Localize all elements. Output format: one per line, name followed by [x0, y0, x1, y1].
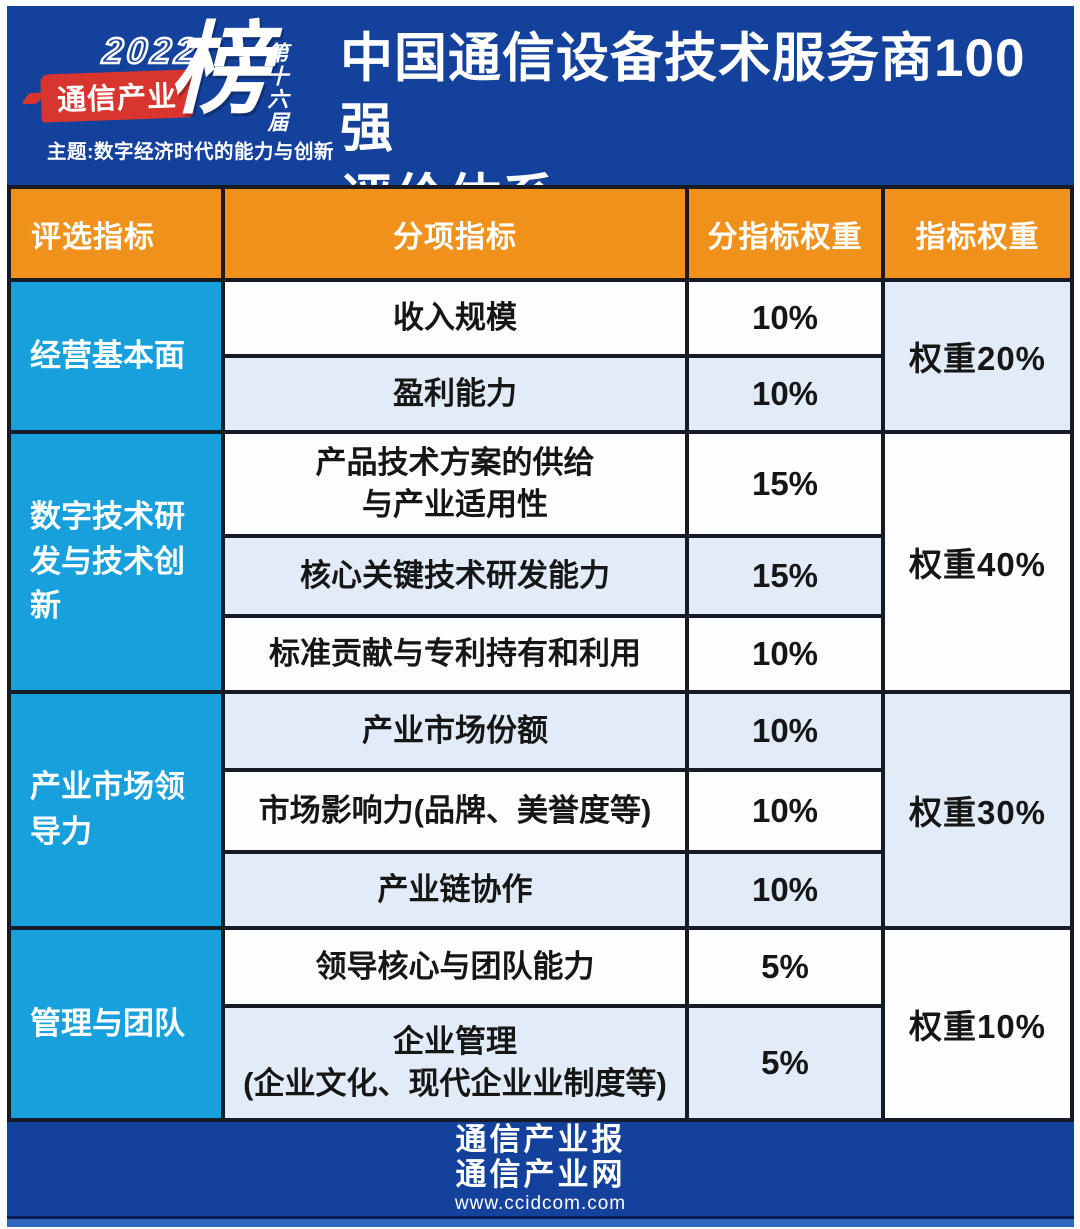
group-label: 产业市场领导力 — [11, 694, 221, 926]
group-label: 经营基本面 — [11, 282, 221, 430]
logo-edition: 第十六届 — [265, 42, 288, 134]
group-weight-cell: 权重10% — [885, 930, 1070, 1118]
group-weight-cell: 权重40% — [885, 434, 1070, 690]
bottom-divider-line — [7, 1216, 1074, 1219]
sub-indicator-cell: 标准贡献与专利持有和利用 — [225, 618, 685, 690]
sub-weight-cell: 10% — [689, 358, 881, 430]
poster: 2022 通信产业 榜 第十六届 主题:数字经济时代的能力与创新 中国通信设备技… — [7, 6, 1074, 1216]
sub-weight-cell: 10% — [689, 618, 881, 690]
sub-indicator-cell: 市场影响力(品牌、美誉度等) — [225, 772, 685, 850]
sub-weight-cell: 15% — [689, 434, 881, 534]
sub-weight-cell: 10% — [689, 282, 881, 354]
page-title: 中国通信设备技术服务商100强 评价体系 — [340, 24, 1074, 185]
footer-brand-line1: 通信产业报 — [455, 1121, 626, 1157]
footer-website-url: www.ccidcom.com — [454, 1193, 627, 1215]
logo-banner-text: 通信产业 — [56, 80, 178, 118]
evaluation-table: 评选指标 分项指标 分指标权重 指标权重 经营基本面 收入规模 10% 盈利能力 10%… — [7, 185, 1074, 1122]
sub-indicator-cell: 收入规模 — [225, 282, 685, 354]
sub-weight-cell: 10% — [689, 854, 881, 926]
group-weight-cell: 权重30% — [885, 694, 1070, 926]
page-title-line2: 评价体系 — [340, 165, 1074, 185]
sub-weight-cell: 5% — [689, 930, 881, 1004]
col-header-sub-weight: 分指标权重 — [689, 189, 881, 278]
sub-weight-cell: 5% — [689, 1008, 881, 1118]
group-label: 数字技术研发与技术创新 — [11, 434, 221, 690]
logo-theme: 主题:数字经济时代的能力与创新 — [47, 141, 334, 163]
footer-brand-line2: 通信产业网 — [455, 1156, 626, 1192]
sub-indicator-cell: 盈利能力 — [225, 358, 685, 430]
sub-indicator-cell: 企业管理 (企业文化、现代企业业制度等) — [225, 1008, 685, 1118]
col-header-selection-indicator: 评选指标 — [11, 189, 221, 278]
sub-indicator-cell: 产业市场份额 — [225, 694, 685, 768]
page-title-line1: 中国通信设备技术服务商100强 — [340, 29, 1026, 159]
poster-footer: 通信产业报 通信产业网 www.ccidcom.com — [7, 1122, 1074, 1216]
sub-weight-cell: 15% — [689, 538, 881, 614]
logo-bang-character: 榜 — [169, 14, 269, 126]
sub-weight-cell: 10% — [689, 694, 881, 768]
sub-indicator-cell: 产业链协作 — [225, 854, 685, 926]
sub-indicator-cell: 产品技术方案的供给 与产业适用性 — [225, 434, 685, 534]
sub-indicator-cell: 领导核心与团队能力 — [225, 930, 685, 1004]
sub-weight-cell: 10% — [689, 772, 881, 850]
brand-logo: 2022 通信产业 榜 第十六届 主题:数字经济时代的能力与创新 — [7, 6, 334, 185]
sub-indicator-cell: 核心关键技术研发能力 — [225, 538, 685, 614]
col-header-indicator-weight: 指标权重 — [885, 189, 1070, 278]
col-header-sub-indicator: 分项指标 — [225, 189, 685, 278]
group-label: 管理与团队 — [11, 930, 221, 1118]
group-weight-cell: 权重20% — [885, 282, 1070, 430]
bottom-blue-strip — [7, 1219, 1074, 1227]
poster-header: 2022 通信产业 榜 第十六届 主题:数字经济时代的能力与创新 中国通信设备技… — [7, 6, 1074, 185]
